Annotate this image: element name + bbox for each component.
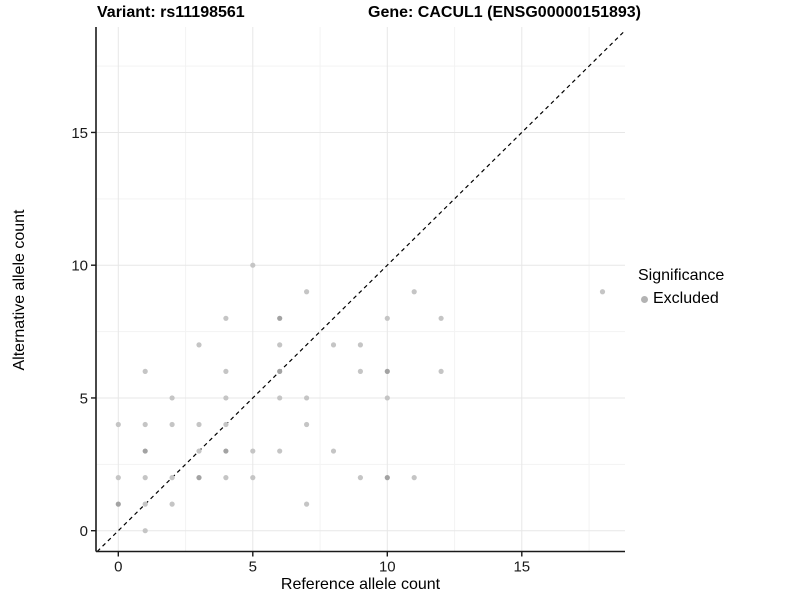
svg-text:0: 0	[80, 523, 88, 540]
svg-text:0: 0	[114, 559, 122, 576]
y-axis-title: Alternative allele count	[11, 209, 28, 371]
svg-text:15: 15	[71, 125, 88, 142]
legend-item-excluded: Excluded	[638, 290, 724, 308]
svg-text:15: 15	[513, 559, 530, 576]
svg-text:10: 10	[379, 559, 396, 576]
svg-text:5: 5	[80, 390, 88, 407]
svg-text:10: 10	[71, 258, 88, 275]
legend: Significance Excluded	[638, 266, 724, 308]
legend-item-label: Excluded	[653, 290, 719, 307]
legend-point-icon	[641, 295, 648, 303]
legend-title: Significance	[638, 267, 725, 284]
x-axis-title: Reference allele count	[280, 576, 441, 593]
svg-text:5: 5	[249, 559, 257, 576]
gene-title: Gene: CACUL1 (ENSG00000151893)	[368, 4, 642, 21]
variant-title: Variant: rs11198561	[97, 4, 245, 21]
